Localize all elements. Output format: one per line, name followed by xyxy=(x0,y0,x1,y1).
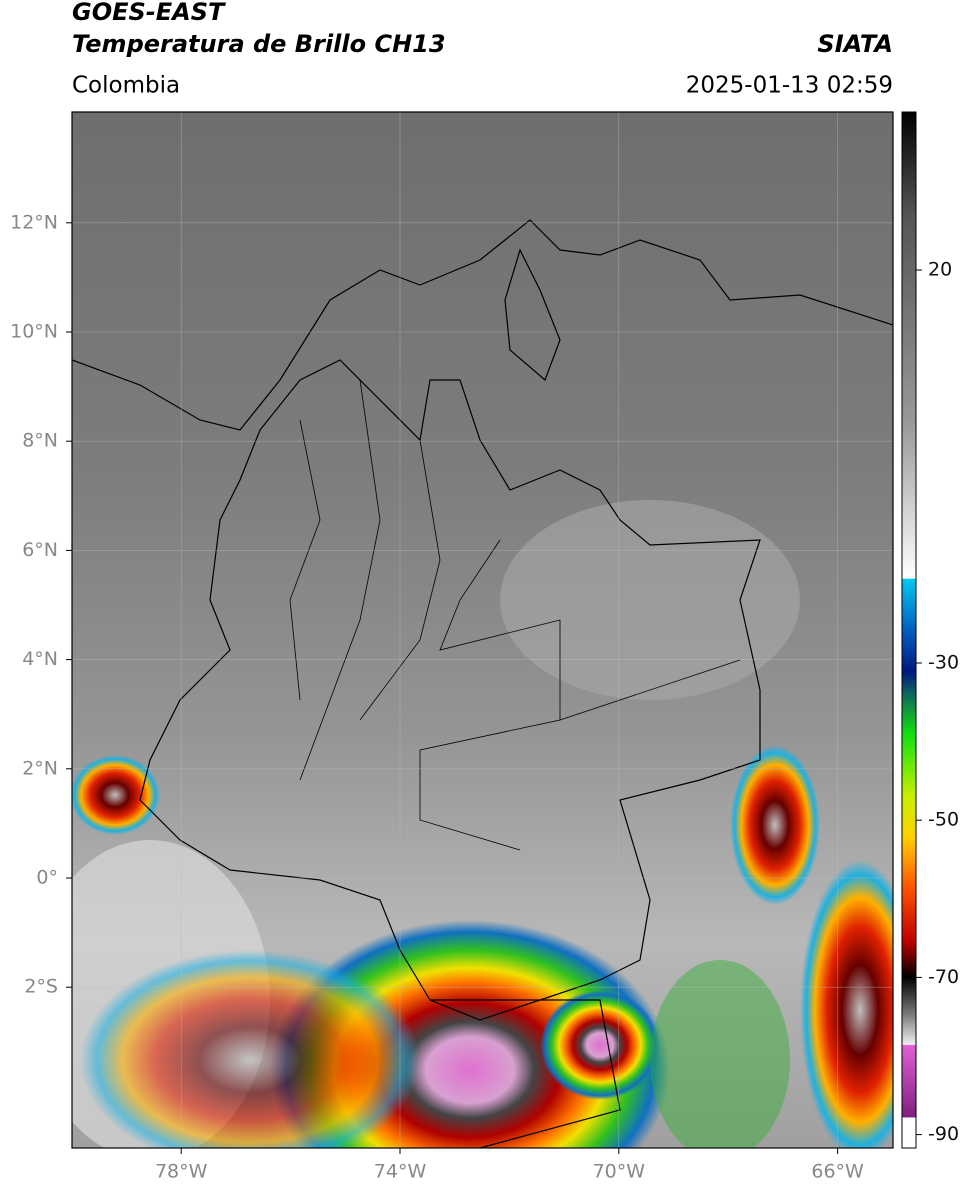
x-tick-label: 74°W xyxy=(374,1161,427,1183)
storm xyxy=(80,950,420,1148)
y-tick-label: 12°N xyxy=(10,211,58,233)
graticule xyxy=(72,112,893,1148)
storm xyxy=(730,745,820,905)
satellite-image xyxy=(72,112,893,1148)
y-tick-label: 8°N xyxy=(22,430,58,452)
storm xyxy=(800,860,893,1148)
coastline-borders xyxy=(72,219,893,1148)
source: SIATA xyxy=(817,30,893,58)
colorbar xyxy=(901,111,917,1149)
datetime: 2025-01-13 02:59 xyxy=(686,73,893,99)
subtitle: Temperatura de Brillo CH13 xyxy=(72,30,446,58)
map-frame xyxy=(71,111,894,1149)
storm xyxy=(540,990,660,1100)
storm xyxy=(72,755,160,835)
y-tick-label: 4°N xyxy=(22,648,58,670)
x-tick-label: 78°W xyxy=(155,1161,208,1183)
y-tick-label: 6°N xyxy=(22,539,58,561)
y-tick-label: 10°N xyxy=(10,321,58,343)
y-tick-label: 0° xyxy=(36,867,58,889)
cloud xyxy=(500,500,800,700)
x-tick-label: 66°W xyxy=(811,1161,864,1183)
colorbar-tick-label: -90 xyxy=(928,1123,959,1145)
colorbar-tick-label: 20 xyxy=(928,259,952,281)
y-tick-label: 2°N xyxy=(22,757,58,779)
colorbar-tick-label: -50 xyxy=(928,809,959,831)
colorbar-tick-label: -30 xyxy=(928,652,959,674)
title: GOES-EAST xyxy=(72,0,226,26)
region: Colombia xyxy=(72,73,180,99)
y-tick-label: 2°S xyxy=(24,976,58,998)
x-tick-label: 70°W xyxy=(593,1161,646,1183)
cloud-band xyxy=(650,960,790,1148)
department-borders xyxy=(289,379,741,851)
colorbar-tick-label: -70 xyxy=(928,966,959,988)
